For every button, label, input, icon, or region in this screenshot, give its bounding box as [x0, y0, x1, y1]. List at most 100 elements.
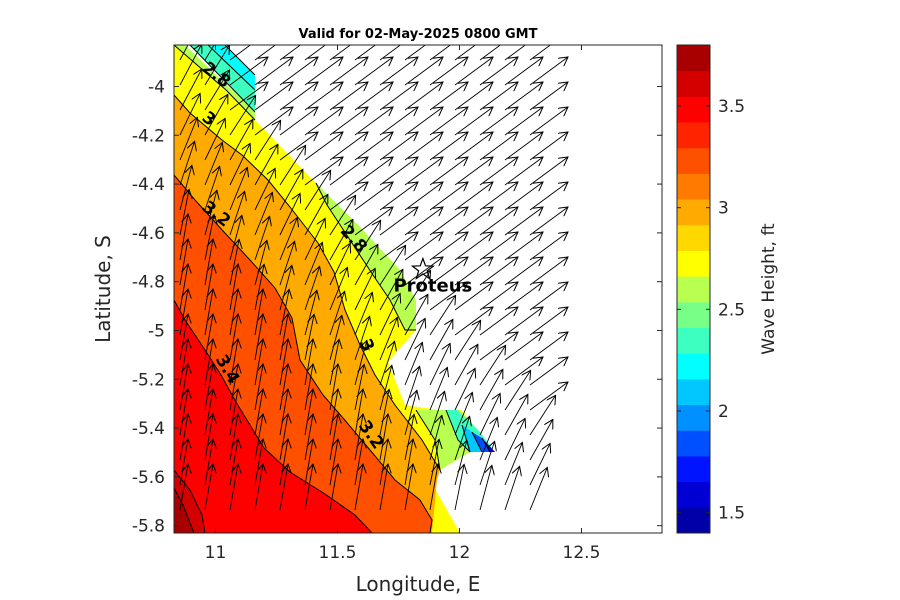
- wave-arrow: [404, 464, 413, 511]
- wave-arrow: [179, 141, 195, 186]
- contour-line-blue-b: [471, 431, 483, 453]
- wave-arrow: [479, 232, 518, 261]
- wave-arrow: [329, 291, 345, 336]
- wave-arrow: [354, 45, 377, 61]
- wave-arrow: [404, 157, 443, 186]
- wave-arrow: [304, 266, 320, 311]
- wave-arrow: [279, 45, 302, 61]
- wave-arrow: [329, 439, 338, 486]
- wave-arrow: [404, 107, 443, 136]
- wave-arrow: [329, 219, 353, 261]
- wave-arrow: [529, 157, 568, 186]
- colorbar-segment: [677, 173, 710, 200]
- wave-arrow: [454, 107, 493, 136]
- wave-arrow: [179, 165, 192, 211]
- wave-arrow: [529, 257, 568, 286]
- wave-arrow: [254, 57, 293, 86]
- wave-arrow: [204, 264, 213, 311]
- wave-arrow: [429, 391, 445, 436]
- wave-arrow: [179, 189, 189, 236]
- colorbar-segment: [677, 147, 710, 174]
- wave-arrow: [229, 414, 238, 461]
- wave-arrow: [229, 191, 245, 236]
- colorbar-segment: [677, 224, 710, 251]
- y-tick-label: -5.4: [132, 419, 165, 439]
- wave-arrow: [354, 268, 375, 311]
- wave-arrow: [454, 416, 470, 461]
- wave-arrow: [479, 57, 518, 86]
- wave-arrow: [179, 45, 202, 86]
- colorbar-segment: [677, 378, 710, 406]
- wave-arrow: [479, 465, 492, 511]
- wave-arrow: [529, 357, 568, 386]
- y-tick-label: -4.4: [132, 175, 165, 195]
- wave-arrow: [379, 57, 418, 86]
- x-axis-label: Longitude, E: [356, 572, 481, 596]
- wave-arrow: [354, 439, 363, 486]
- wave-arrow: [229, 239, 239, 286]
- wave-arrow: [229, 364, 238, 411]
- wave-arrow: [254, 289, 263, 336]
- wave-arrow: [504, 132, 543, 161]
- wave-arrow: [504, 232, 543, 261]
- colorbar-segment: [677, 96, 710, 123]
- wave-arrow: [529, 57, 568, 86]
- wave-arrow: [204, 45, 215, 61]
- wave-arrow: [254, 439, 263, 486]
- wave-arrow: [454, 57, 493, 86]
- wave-arrow: [304, 314, 314, 361]
- wave-arrow: [229, 439, 238, 486]
- wave-arrow: [379, 132, 418, 161]
- colorbar-segment: [677, 481, 710, 508]
- wave-arrow: [304, 290, 317, 336]
- wave-arrow: [204, 70, 230, 111]
- wave-arrow: [354, 389, 363, 436]
- wave-arrow: [529, 107, 568, 136]
- wave-arrow: [279, 364, 288, 411]
- wave-arrow: [504, 370, 531, 411]
- y-tick-label: -5.6: [132, 468, 165, 488]
- wave-arrow: [379, 207, 418, 236]
- wave-arrow: [429, 45, 452, 61]
- wave-arrow: [479, 45, 502, 61]
- wave-arrow: [479, 345, 506, 386]
- wave-arrow: [454, 464, 464, 511]
- wave-arrow: [429, 343, 450, 386]
- x-tick-label: 11.5: [319, 543, 357, 563]
- wave-arrow: [179, 264, 188, 311]
- wave-arrow: [529, 443, 550, 486]
- wave-arrow: [529, 282, 568, 311]
- wave-arrow: [504, 257, 543, 286]
- y-tick-label: -4.8: [132, 273, 165, 293]
- wave-arrow: [304, 132, 343, 161]
- x-tick-label: 11: [205, 543, 227, 563]
- wave-arrow: [304, 218, 325, 261]
- wave-arrow: [529, 207, 568, 236]
- wave-arrow: [254, 389, 263, 436]
- wave-arrow: [254, 192, 272, 236]
- wave-arrow: [529, 307, 568, 336]
- wave-arrow: [279, 265, 292, 311]
- wave-arrow: [354, 464, 363, 511]
- wave-arrow: [254, 168, 275, 211]
- colorbar-segment: [677, 327, 710, 354]
- colorbar-segment: [677, 250, 710, 277]
- wave-arrow: [504, 282, 543, 311]
- wave-arrow: [279, 241, 295, 286]
- colorbar-segment: [677, 430, 710, 457]
- wave-arrow: [404, 318, 425, 361]
- wave-arrow: [504, 182, 543, 211]
- colorbar-tick-label: 3.5: [718, 97, 745, 117]
- wave-arrow: [254, 45, 277, 61]
- wave-arrow: [229, 95, 256, 136]
- wave-arrow: [229, 167, 247, 211]
- wave-arrow: [429, 132, 468, 161]
- colorbar-segment: [677, 70, 710, 97]
- wave-arrow: [429, 295, 456, 336]
- wave-arrow: [304, 414, 313, 461]
- wave-arrow: [529, 395, 556, 436]
- wave-arrow: [329, 243, 350, 286]
- wave-arrow: [404, 132, 443, 161]
- colorbar-segment: [677, 276, 710, 303]
- wave-arrow: [354, 316, 370, 361]
